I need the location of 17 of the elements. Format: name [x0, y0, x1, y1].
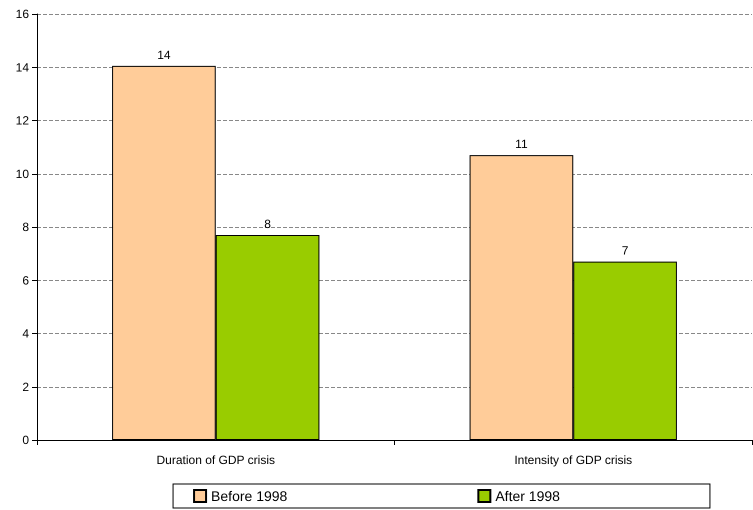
x-tick-label: Intensity of GDP crisis	[514, 453, 632, 467]
data-label: 11	[515, 137, 528, 152]
x-tick-label: Duration of GDP crisis	[156, 453, 275, 467]
y-tick-label: 16	[16, 7, 30, 21]
y-tick-label: 0	[22, 433, 30, 447]
legend-label: After 1998	[495, 488, 560, 504]
y-tick-label: 12	[16, 114, 30, 128]
y-tick-label: 4	[22, 326, 30, 340]
y-tick-label: 6	[22, 273, 30, 288]
data-label: 7	[622, 244, 629, 258]
data-label: 8	[264, 216, 272, 231]
y-tick-label: 2	[22, 380, 30, 394]
legend-label: Before 1998	[211, 488, 288, 504]
data-label: 14	[157, 48, 171, 62]
y-tick-label: 8	[22, 220, 30, 234]
y-tick-label: 10	[16, 166, 30, 181]
y-tick-label: 14	[16, 60, 30, 74]
